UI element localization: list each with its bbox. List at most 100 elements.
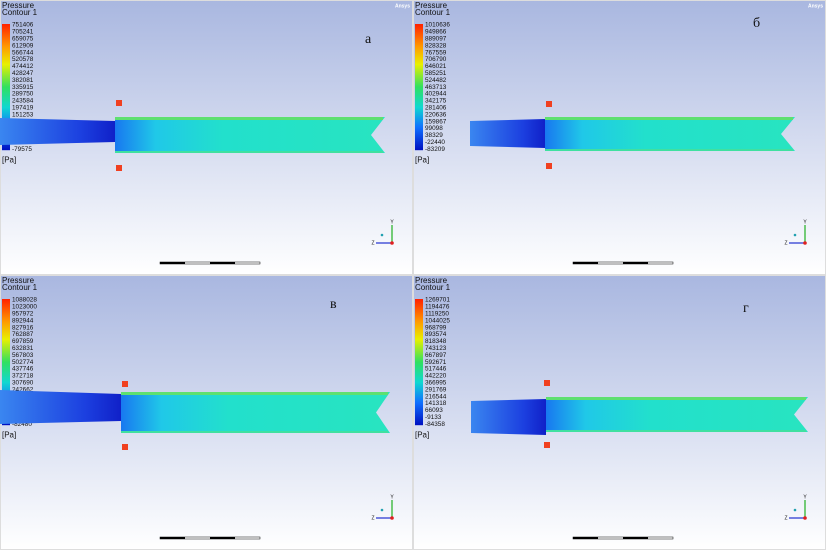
marker: [116, 165, 122, 171]
pipe-wall-top: [545, 117, 793, 120]
legend-value: 442220: [425, 373, 447, 380]
axis-origin: [803, 516, 807, 520]
legend-value: -9133: [425, 414, 442, 421]
axis-x-dot: [380, 233, 384, 237]
nozzle: [0, 390, 121, 424]
legend-value: 197419: [12, 104, 34, 111]
marker: [122, 444, 128, 450]
legend-value: 291769: [425, 386, 447, 393]
legend-value: 372718: [12, 373, 34, 380]
legend-value: 220636: [425, 111, 447, 118]
color-bar: [2, 299, 10, 426]
legend-value: -83209: [425, 146, 445, 153]
axis-origin: [390, 516, 394, 520]
legend-value: 1010636: [425, 22, 450, 29]
legend-value: 1023000: [12, 304, 37, 311]
legend-subtitle: Contour 1: [2, 8, 38, 17]
axis-label: Y: [390, 494, 394, 500]
legend-value: 402944: [425, 91, 447, 98]
legend-value: 502774: [12, 359, 34, 366]
pipe-wall-top: [546, 397, 806, 400]
legend-value: 957972: [12, 310, 34, 317]
legend-value: 342175: [425, 98, 447, 105]
legend-value: 1194476: [425, 304, 450, 311]
legend-value: 1269701: [425, 297, 450, 304]
legend-value: 567803: [12, 352, 34, 359]
legend-value: 762887: [12, 331, 34, 338]
axis-x-dot: [793, 233, 797, 237]
marker: [122, 381, 128, 387]
axis-x-dot: [380, 508, 384, 512]
legend-title: Pressure: [415, 276, 448, 285]
legend-subtitle: Contour 1: [2, 283, 38, 292]
color-bar: [415, 299, 423, 426]
legend-value: 1088028: [12, 297, 37, 304]
legend-value: 289750: [12, 91, 34, 98]
pipe-wall-bottom: [546, 430, 806, 432]
legend-value: 827916: [12, 324, 34, 331]
legend-value: 659075: [12, 35, 34, 42]
legend-value: 307690: [12, 379, 34, 386]
panel-label: а: [365, 32, 372, 47]
legend-value: 99098: [425, 125, 443, 132]
legend-value: 151253: [12, 111, 34, 118]
legend-value: 335915: [12, 84, 34, 91]
scale-bar-seg: [210, 537, 235, 539]
legend-value: 243584: [12, 98, 34, 105]
marker: [116, 100, 122, 106]
logo: Ansys: [395, 3, 410, 9]
legend-value: 1044025: [425, 317, 450, 324]
scale-bar-seg: [623, 262, 648, 264]
legend-value: 892944: [12, 317, 34, 324]
legend-value: 743123: [425, 345, 447, 352]
axis-label: Y: [390, 219, 394, 225]
panel-label: б: [753, 16, 760, 31]
legend-value: 705241: [12, 29, 34, 36]
scale-bar-seg: [160, 537, 185, 539]
axis-label: Y: [803, 494, 807, 500]
legend-value: 828328: [425, 42, 447, 49]
nozzle: [0, 118, 115, 145]
legend-value: 1119250: [425, 310, 449, 317]
legend-value: 632831: [12, 345, 34, 352]
axis-x-dot: [793, 508, 797, 512]
legend-value: 566744: [12, 49, 34, 56]
legend-value: 382081: [12, 77, 34, 84]
legend-value: 463713: [425, 84, 447, 91]
axis-label: Z: [784, 515, 787, 521]
scale-bar-seg: [160, 262, 185, 264]
legend-title: Pressure: [415, 1, 448, 10]
marker: [546, 101, 552, 107]
legend-value: 38329: [425, 132, 443, 139]
legend-value: 706790: [425, 56, 447, 63]
nozzle: [471, 399, 546, 435]
legend-value: 818348: [425, 338, 447, 345]
axis-label: Y: [803, 219, 807, 225]
panel-label: г: [743, 301, 749, 316]
axis-origin: [390, 241, 394, 245]
pipe-wall-bottom: [115, 151, 383, 153]
pipe-wall-top: [121, 392, 388, 395]
legend-value: -82480: [12, 421, 32, 428]
pipe: [546, 397, 808, 432]
legend-value: 893574: [425, 331, 447, 338]
legend-value: 592671: [425, 359, 447, 366]
legend-value: -84358: [425, 421, 445, 428]
legend-value: 281406: [425, 104, 447, 111]
legend-value: 366995: [425, 379, 447, 386]
legend-value: 697859: [12, 338, 34, 345]
legend-unit: [Pa]: [2, 155, 16, 164]
pipe-wall-top: [115, 117, 383, 120]
legend-value: 612909: [12, 42, 34, 49]
marker: [546, 163, 552, 169]
legend-value: 216544: [425, 393, 447, 400]
legend-value: 767559: [425, 49, 447, 56]
legend-value: 889097: [425, 35, 447, 42]
legend-value: 751406: [12, 22, 34, 29]
legend-unit: [Pa]: [2, 430, 16, 439]
legend-title: Pressure: [2, 276, 35, 285]
